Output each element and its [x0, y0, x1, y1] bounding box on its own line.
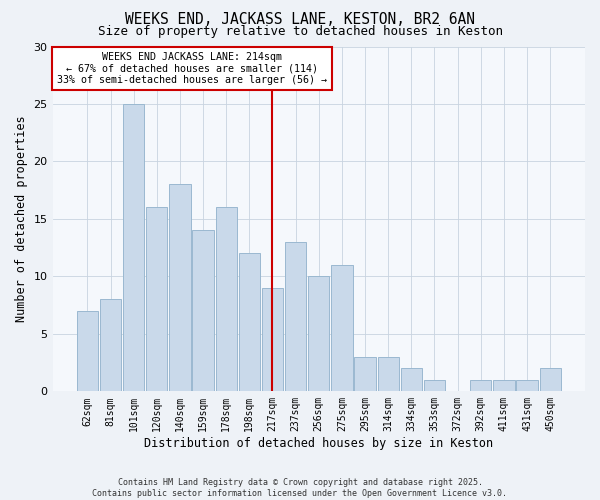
- Text: Contains HM Land Registry data © Crown copyright and database right 2025.
Contai: Contains HM Land Registry data © Crown c…: [92, 478, 508, 498]
- Bar: [377, 357, 399, 392]
- Text: WEEKS END, JACKASS LANE, KESTON, BR2 6AN: WEEKS END, JACKASS LANE, KESTON, BR2 6AN: [125, 12, 475, 28]
- Bar: [193, 230, 214, 392]
- Bar: [401, 368, 422, 392]
- Bar: [517, 380, 538, 392]
- Bar: [169, 184, 191, 392]
- Bar: [215, 208, 237, 392]
- Y-axis label: Number of detached properties: Number of detached properties: [15, 116, 28, 322]
- Bar: [470, 380, 491, 392]
- X-axis label: Distribution of detached houses by size in Keston: Distribution of detached houses by size …: [144, 437, 493, 450]
- Bar: [493, 380, 515, 392]
- Bar: [262, 288, 283, 392]
- Bar: [331, 265, 353, 392]
- Bar: [355, 357, 376, 392]
- Bar: [100, 300, 121, 392]
- Bar: [539, 368, 561, 392]
- Bar: [308, 276, 329, 392]
- Bar: [146, 208, 167, 392]
- Text: Size of property relative to detached houses in Keston: Size of property relative to detached ho…: [97, 25, 503, 38]
- Bar: [239, 254, 260, 392]
- Text: WEEKS END JACKASS LANE: 214sqm
← 67% of detached houses are smaller (114)
33% of: WEEKS END JACKASS LANE: 214sqm ← 67% of …: [56, 52, 326, 86]
- Bar: [424, 380, 445, 392]
- Bar: [285, 242, 306, 392]
- Bar: [123, 104, 145, 392]
- Bar: [77, 311, 98, 392]
